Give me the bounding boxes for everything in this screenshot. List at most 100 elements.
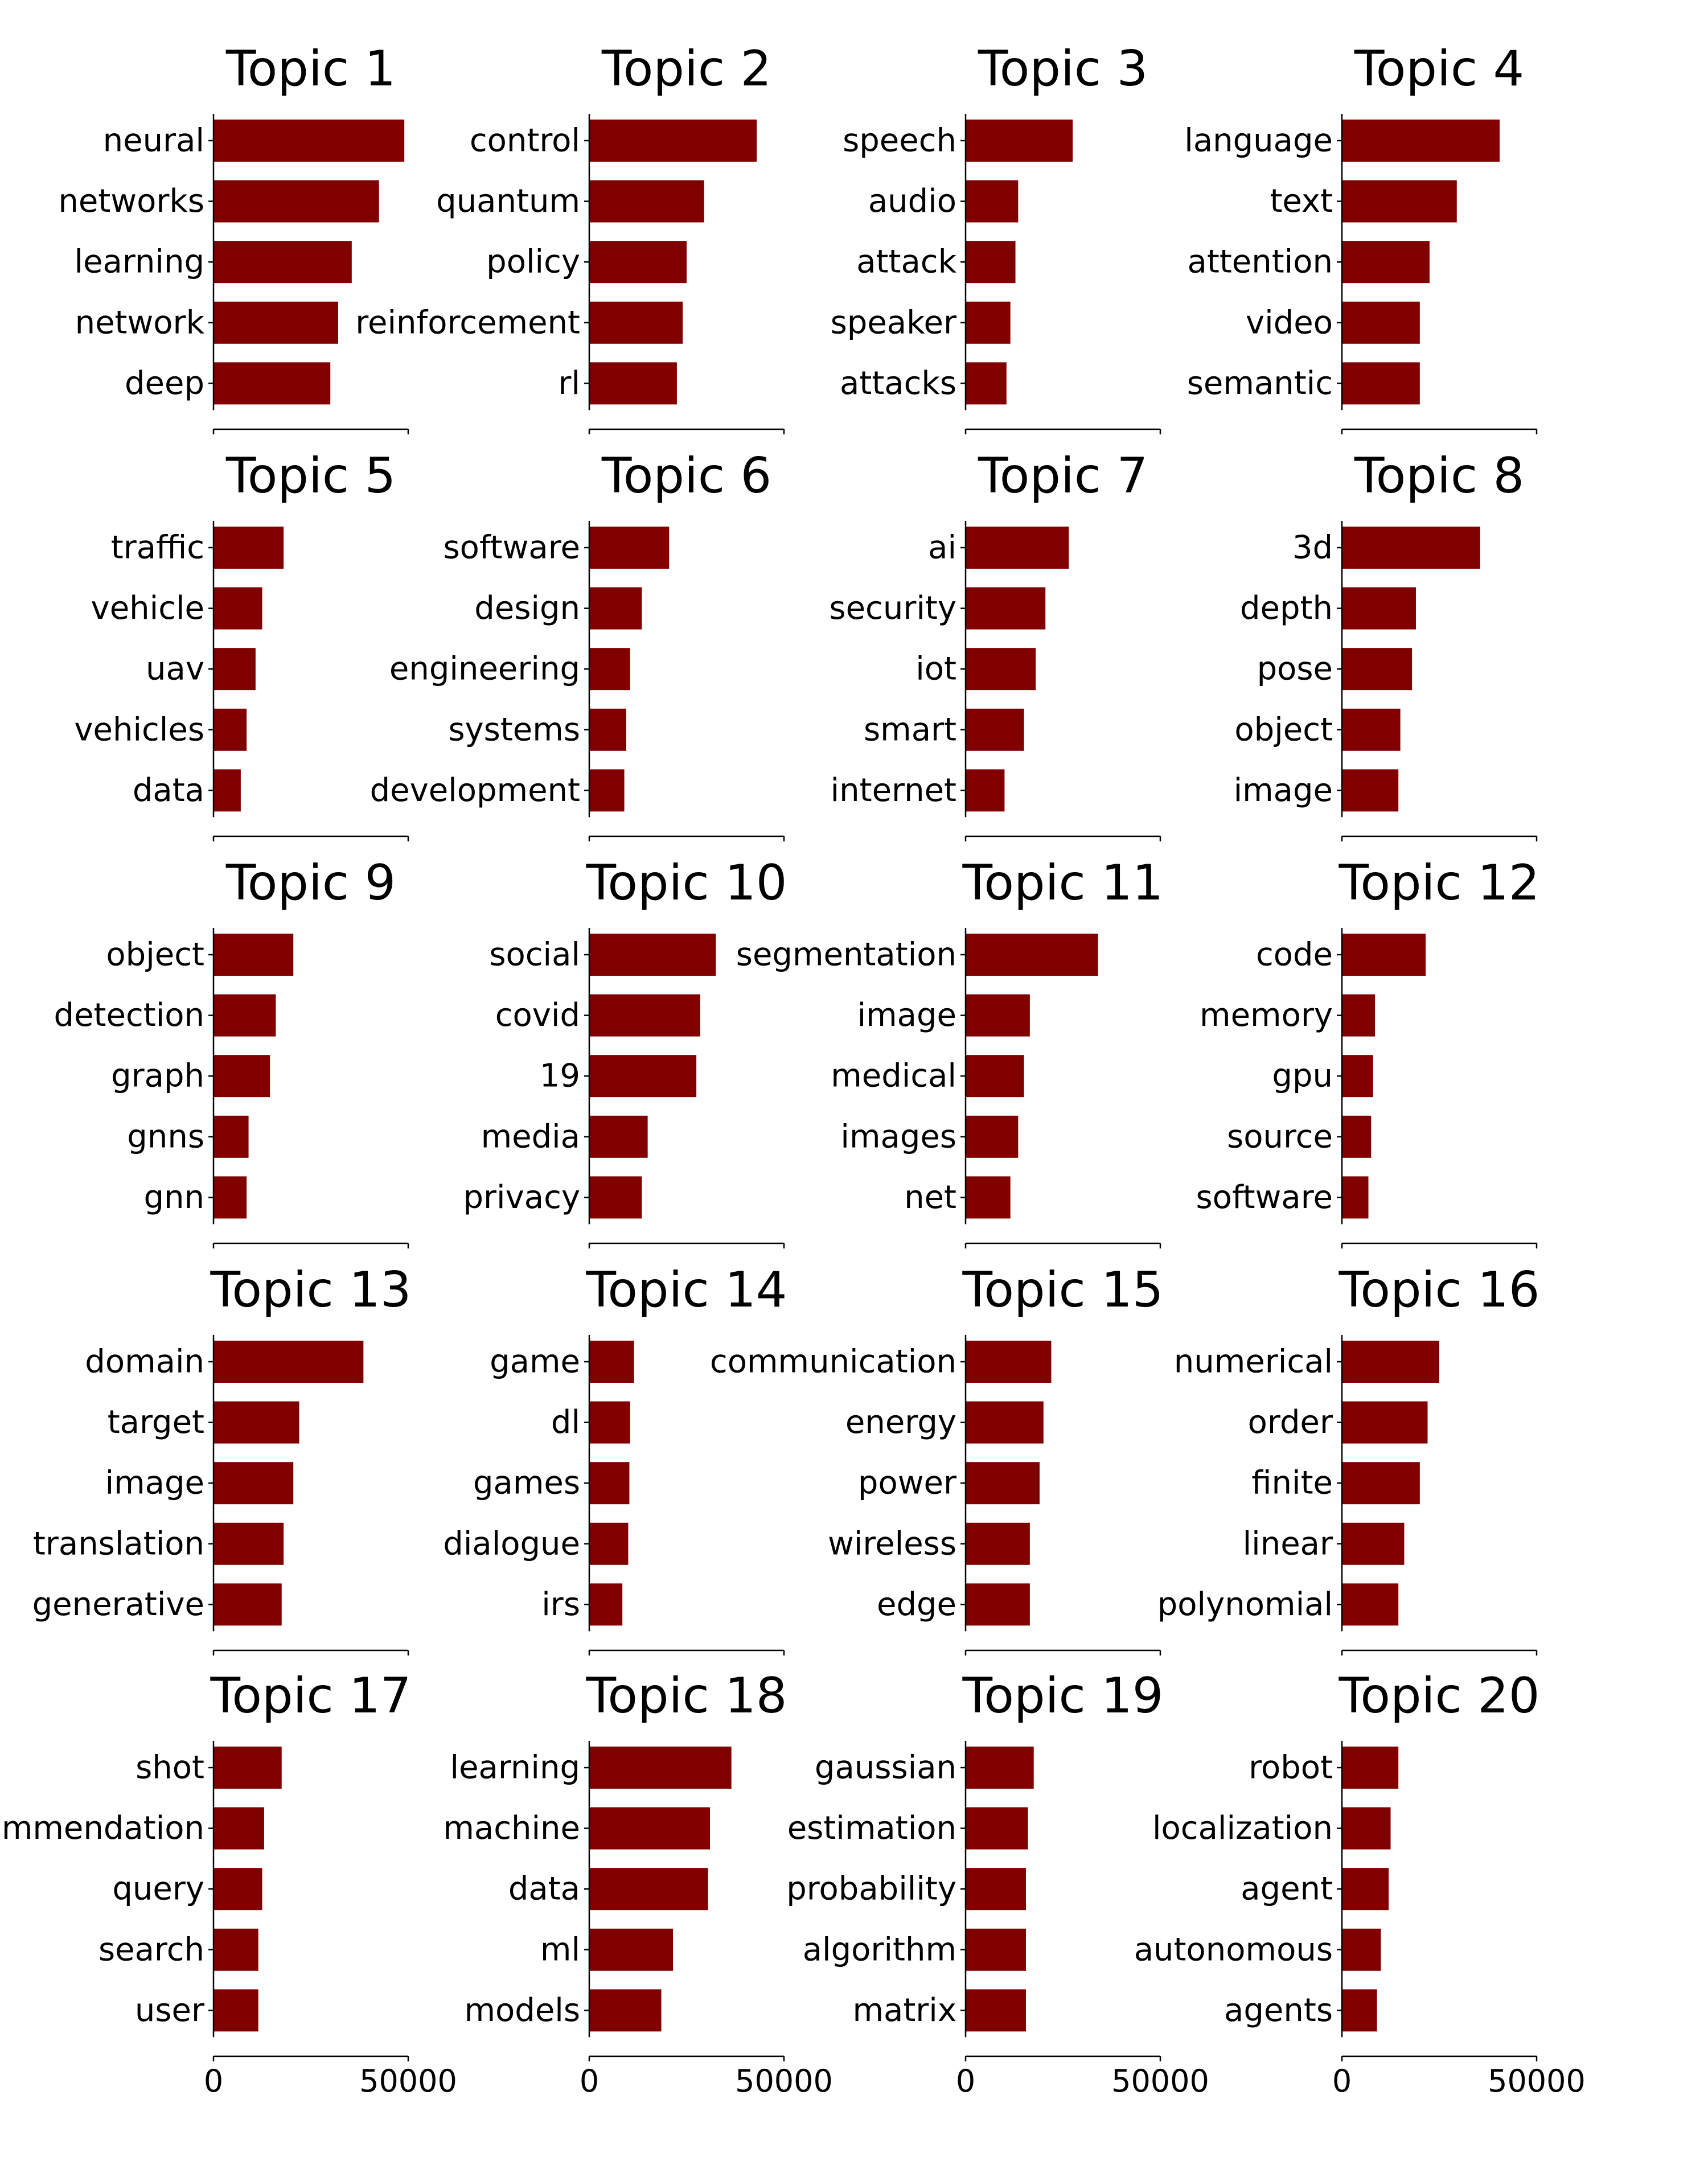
subplot-topic-2: Topic 2 control quantum policy reinforcement… — [355, 40, 785, 434]
y-tick-label: dl — [551, 1404, 580, 1441]
y-tick-label: segmentation — [736, 936, 956, 973]
bar-gnns — [214, 1115, 249, 1158]
y-tick-label: design — [474, 590, 580, 627]
y-tick-label: network — [75, 304, 205, 341]
bar-image — [966, 994, 1030, 1037]
bar-rl — [589, 362, 677, 405]
y-tick-label: domain — [85, 1344, 204, 1381]
y-tick-label: robot — [1249, 1749, 1333, 1786]
subplot-topic-8: Topic 8 3d depth pose object image — [1234, 447, 1538, 841]
bar-covid — [589, 994, 700, 1037]
y-tick-label: systems — [448, 711, 580, 748]
bar-audio — [966, 180, 1019, 223]
bar-game — [589, 1341, 634, 1383]
y-tick-label: speaker — [831, 304, 957, 341]
y-tick-label: quantum — [436, 183, 580, 220]
bar-ai — [966, 527, 1069, 569]
bar-search — [214, 1928, 258, 1971]
bar-target — [214, 1401, 299, 1444]
subplot-topic-6: Topic 6 software design engineering systems d… — [370, 447, 785, 841]
y-tick-label: energy — [845, 1404, 956, 1441]
y-tick-label: algorithm — [803, 1931, 956, 1968]
subplot-topic-9: Topic 9 object detection graph gnns gnn — [54, 855, 409, 1248]
bar-generative — [214, 1583, 282, 1626]
y-tick-label: ml — [540, 1931, 580, 1968]
x-tick-label: 50000 — [735, 2063, 833, 2099]
y-tick-label: software — [444, 529, 581, 566]
y-tick-label: translation — [33, 1525, 204, 1562]
subplot-title: Topic 18 — [585, 1667, 787, 1724]
y-tick-label: net — [904, 1179, 956, 1216]
y-tick-label: learning — [75, 244, 204, 281]
bar-finite — [1342, 1462, 1420, 1505]
x-tick-label: 0 — [580, 2063, 599, 2099]
bar-pose — [1342, 648, 1413, 691]
y-tick-label: linear — [1243, 1525, 1333, 1562]
bar-edge — [966, 1583, 1030, 1626]
y-tick-label: source — [1227, 1118, 1333, 1155]
y-tick-label: uav — [146, 651, 204, 688]
y-tick-label: vehicles — [74, 711, 204, 748]
y-tick-label: agents — [1224, 1992, 1333, 2029]
y-tick-label: ai — [928, 529, 956, 566]
y-tick-label: finite — [1251, 1465, 1333, 1502]
y-tick-label: privacy — [463, 1179, 580, 1216]
y-tick-label: gnns — [127, 1118, 204, 1155]
bar-network — [214, 301, 338, 344]
subplot-title: Topic 14 — [585, 1262, 787, 1318]
bar-reinforcement — [589, 301, 683, 344]
bar-autonomous — [1342, 1928, 1381, 1971]
subplot-title: Topic 13 — [210, 1262, 411, 1318]
y-tick-label: engineering — [389, 651, 580, 688]
y-tick-label: rl — [558, 365, 580, 402]
y-tick-label: target — [108, 1404, 204, 1441]
bar-irs — [589, 1583, 623, 1626]
bar-learning — [214, 241, 352, 284]
bar-object — [214, 934, 294, 976]
bar-vehicle — [214, 587, 262, 630]
bar-systems — [589, 708, 626, 751]
y-tick-label: language — [1184, 122, 1333, 159]
bar-image — [214, 1462, 294, 1505]
y-tick-label: models — [464, 1992, 580, 2029]
bar-games — [589, 1462, 630, 1505]
bar-software — [1342, 1176, 1369, 1219]
bar-quantum — [589, 180, 704, 223]
bar-neural — [214, 120, 405, 162]
bar-language — [1342, 120, 1500, 162]
y-tick-label: depth — [1240, 590, 1333, 627]
bar-learning — [589, 1747, 732, 1789]
y-tick-label: covid — [495, 997, 580, 1034]
y-tick-label: policy — [486, 244, 580, 281]
y-tick-label: attacks — [840, 365, 956, 402]
y-tick-label: images — [840, 1118, 956, 1155]
bar-attention — [1342, 241, 1430, 284]
bar-gaussian — [966, 1747, 1034, 1789]
y-tick-label: image — [857, 997, 956, 1034]
bar-software — [589, 527, 670, 569]
subplot-title: Topic 8 — [1354, 447, 1524, 504]
subplot-title: Topic 7 — [978, 447, 1148, 504]
y-tick-label: speech — [843, 122, 956, 159]
bar-query — [214, 1868, 262, 1911]
bar-estimation — [966, 1807, 1028, 1850]
subplot-topic-4: Topic 4 language text attention video semanti… — [1184, 40, 1538, 434]
x-tick-label: 0 — [956, 2063, 975, 2099]
y-tick-label: audio — [868, 183, 956, 220]
y-tick-label: 19 — [540, 1058, 580, 1095]
subplot-topic-7: Topic 7 ai security iot smart internet — [829, 447, 1161, 841]
y-tick-label: neural — [103, 122, 204, 159]
subplot-title: Topic 9 — [225, 855, 396, 911]
bar-development — [589, 769, 625, 812]
bar-social — [589, 934, 716, 976]
bar-user — [214, 1989, 258, 2032]
subplot-title: Topic 4 — [1354, 40, 1524, 97]
bar-source — [1342, 1115, 1372, 1158]
y-tick-label: query — [112, 1871, 204, 1908]
bar-linear — [1342, 1522, 1405, 1565]
bar-images — [966, 1115, 1019, 1158]
